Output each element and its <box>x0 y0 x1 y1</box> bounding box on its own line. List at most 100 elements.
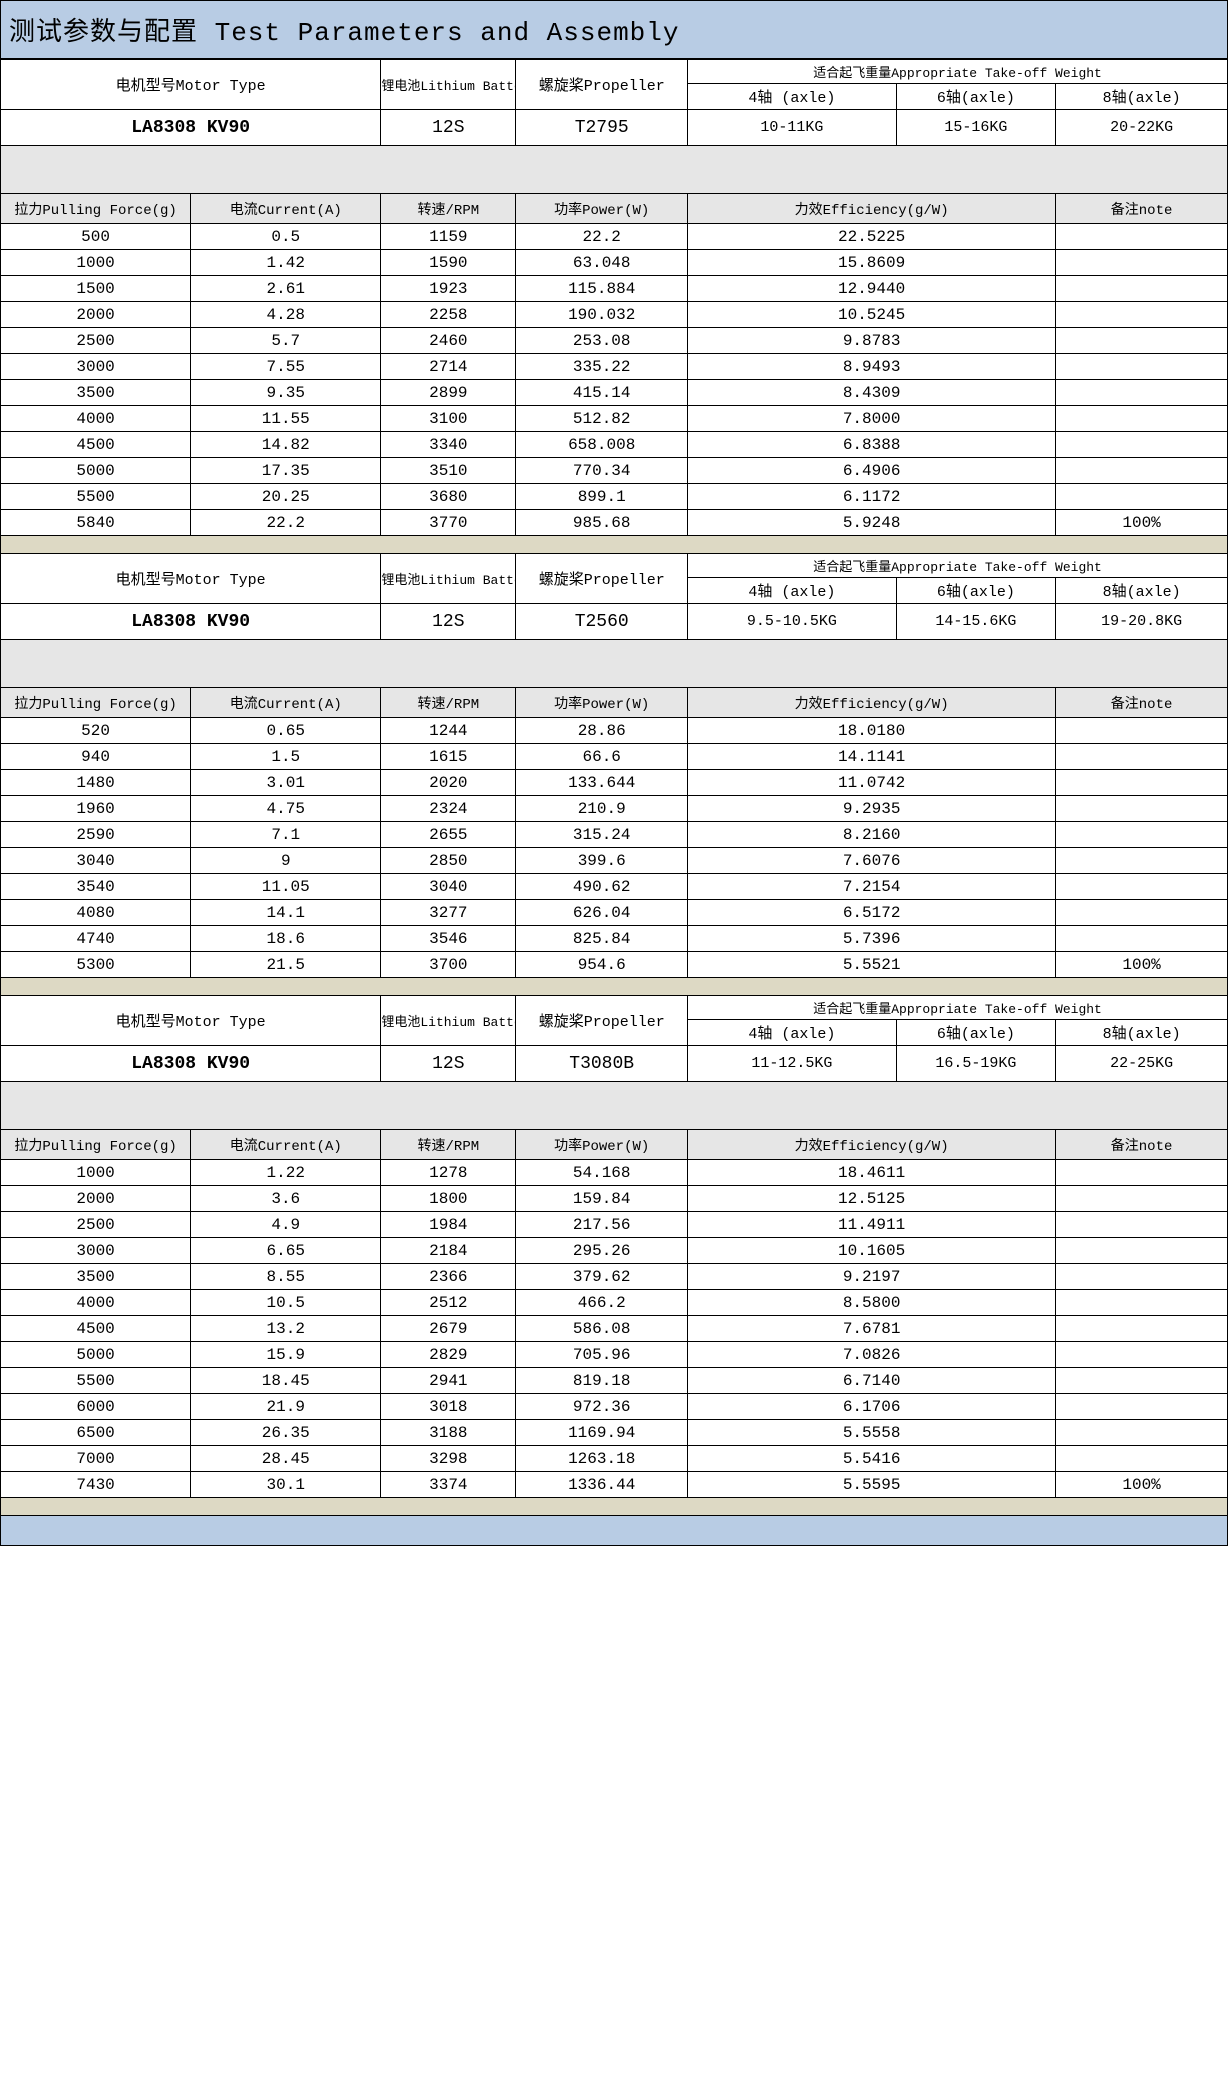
cell-note <box>1056 1160 1228 1186</box>
cell-current: 15.9 <box>191 1342 381 1368</box>
cell-note <box>1056 458 1228 484</box>
val-axle8: 19-20.8KG <box>1056 604 1228 640</box>
val-axle6: 14-15.6KG <box>896 604 1056 640</box>
cell-note <box>1056 1212 1228 1238</box>
cell-current: 7.1 <box>191 822 381 848</box>
hdr-pull: 拉力Pulling Force(g) <box>1 1130 191 1160</box>
cell-current: 30.1 <box>191 1472 381 1498</box>
val-axle8: 20-22KG <box>1056 110 1228 146</box>
cell-pull: 1960 <box>1 796 191 822</box>
cell-rpm: 1244 <box>381 718 516 744</box>
cell-power: 210.9 <box>516 796 688 822</box>
cell-rpm: 1278 <box>381 1160 516 1186</box>
cell-rpm: 1984 <box>381 1212 516 1238</box>
cell-current: 11.05 <box>191 874 381 900</box>
cell-rpm: 2714 <box>381 354 516 380</box>
cell-power: 985.68 <box>516 510 688 536</box>
cell-pull: 2500 <box>1 328 191 354</box>
hdr-axle4: 4轴 (axle) <box>688 84 897 110</box>
hdr-motor: 电机型号Motor Type <box>1 554 381 604</box>
val-propeller: T3080B <box>516 1046 688 1082</box>
hdr-takeoff: 适合起飞重量Appropriate Take-off Weight <box>688 60 1228 84</box>
cell-pull: 3500 <box>1 380 191 406</box>
cell-note <box>1056 1394 1228 1420</box>
cell-pull: 940 <box>1 744 191 770</box>
cell-rpm: 1159 <box>381 224 516 250</box>
cell-pull: 4000 <box>1 406 191 432</box>
hdr-power: 功率Power(W) <box>516 1130 688 1160</box>
cell-current: 3.6 <box>191 1186 381 1212</box>
cell-note <box>1056 900 1228 926</box>
footer-bar <box>1 1516 1228 1546</box>
cell-note <box>1056 484 1228 510</box>
cell-power: 825.84 <box>516 926 688 952</box>
cell-pull: 6000 <box>1 1394 191 1420</box>
cell-eff: 5.5558 <box>688 1420 1056 1446</box>
cell-power: 133.644 <box>516 770 688 796</box>
cell-current: 22.2 <box>191 510 381 536</box>
hdr-current: 电流Current(A) <box>191 1130 381 1160</box>
val-axle6: 15-16KG <box>896 110 1056 146</box>
cell-eff: 5.5595 <box>688 1472 1056 1498</box>
hdr-eff: 力效Efficiency(g/W) <box>688 194 1056 224</box>
cell-power: 28.86 <box>516 718 688 744</box>
cell-eff: 9.2935 <box>688 796 1056 822</box>
cell-eff: 12.9440 <box>688 276 1056 302</box>
hdr-pull: 拉力Pulling Force(g) <box>1 194 191 224</box>
cell-rpm: 3100 <box>381 406 516 432</box>
cell-note <box>1056 1316 1228 1342</box>
cell-note <box>1056 354 1228 380</box>
hdr-axle8: 8轴(axle) <box>1056 578 1228 604</box>
cell-eff: 6.5172 <box>688 900 1056 926</box>
cell-note <box>1056 328 1228 354</box>
cell-power: 658.008 <box>516 432 688 458</box>
cell-eff: 7.2154 <box>688 874 1056 900</box>
hdr-axle6: 6轴(axle) <box>896 578 1056 604</box>
hdr-rpm: 转速/RPM <box>381 688 516 718</box>
cell-pull: 4500 <box>1 1316 191 1342</box>
cell-note <box>1056 1264 1228 1290</box>
cell-rpm: 2366 <box>381 1264 516 1290</box>
cell-rpm: 2679 <box>381 1316 516 1342</box>
cell-eff: 6.4906 <box>688 458 1056 484</box>
cell-pull: 2590 <box>1 822 191 848</box>
cell-current: 11.55 <box>191 406 381 432</box>
val-axle4: 9.5-10.5KG <box>688 604 897 640</box>
cell-pull: 3040 <box>1 848 191 874</box>
hdr-propeller: 螺旋桨Propeller <box>516 996 688 1046</box>
cell-power: 335.22 <box>516 354 688 380</box>
cell-current: 9.35 <box>191 380 381 406</box>
cell-power: 63.048 <box>516 250 688 276</box>
cell-rpm: 2829 <box>381 1342 516 1368</box>
cell-power: 490.62 <box>516 874 688 900</box>
cell-rpm: 2460 <box>381 328 516 354</box>
cell-current: 14.1 <box>191 900 381 926</box>
cell-pull: 4000 <box>1 1290 191 1316</box>
hdr-eff: 力效Efficiency(g/W) <box>688 1130 1056 1160</box>
hdr-propeller: 螺旋桨Propeller <box>516 554 688 604</box>
cell-power: 190.032 <box>516 302 688 328</box>
cell-pull: 5000 <box>1 458 191 484</box>
cell-note <box>1056 432 1228 458</box>
cell-eff: 10.5245 <box>688 302 1056 328</box>
cell-note: 100% <box>1056 952 1228 978</box>
cell-rpm: 3510 <box>381 458 516 484</box>
cell-eff: 7.0826 <box>688 1342 1056 1368</box>
cell-current: 6.65 <box>191 1238 381 1264</box>
cell-note <box>1056 380 1228 406</box>
cell-power: 626.04 <box>516 900 688 926</box>
cell-eff: 5.5521 <box>688 952 1056 978</box>
cell-rpm: 3018 <box>381 1394 516 1420</box>
cell-note <box>1056 224 1228 250</box>
cell-rpm: 3298 <box>381 1446 516 1472</box>
hdr-axle4: 4轴 (axle) <box>688 578 897 604</box>
cell-eff: 9.2197 <box>688 1264 1056 1290</box>
cell-rpm: 3546 <box>381 926 516 952</box>
spacer <box>1 146 1228 194</box>
cell-rpm: 2258 <box>381 302 516 328</box>
cell-rpm: 2899 <box>381 380 516 406</box>
hdr-rpm: 转速/RPM <box>381 194 516 224</box>
cell-pull: 3000 <box>1 354 191 380</box>
hdr-current: 电流Current(A) <box>191 194 381 224</box>
cell-rpm: 1590 <box>381 250 516 276</box>
